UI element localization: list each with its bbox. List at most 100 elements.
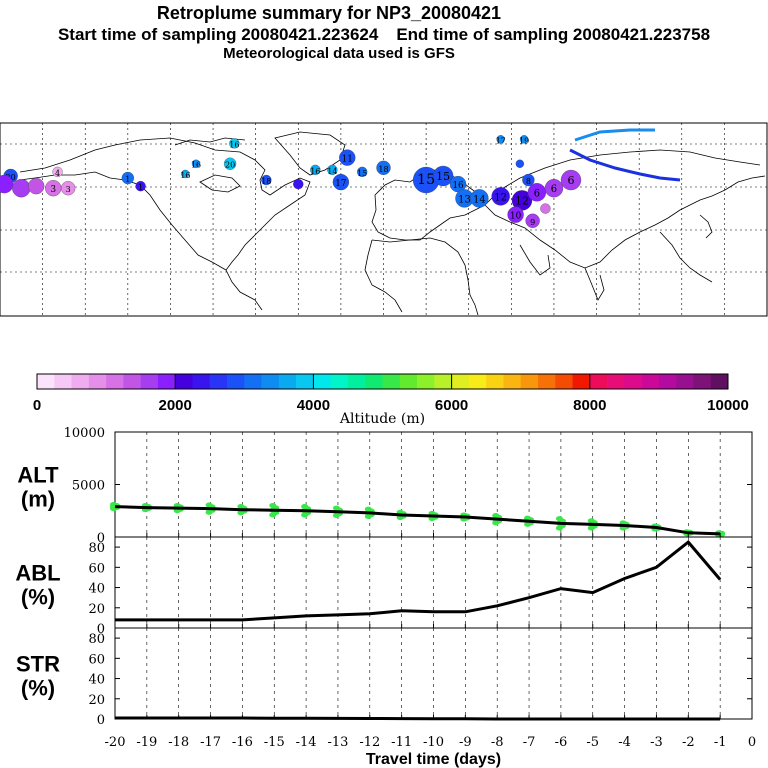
- x-tick-label: 0: [748, 735, 756, 750]
- plume-point-label: 15: [436, 170, 450, 183]
- plume-point-label: 14: [473, 194, 486, 205]
- hudson-bay: [199, 174, 241, 193]
- plume-point: [525, 213, 540, 228]
- plume-point: [540, 203, 551, 214]
- colorbar-swatch: [503, 374, 521, 389]
- plume-point-label: 14: [327, 167, 337, 176]
- plume-point: [496, 135, 505, 144]
- plume-point-label: 3: [50, 185, 56, 195]
- y-tick-label: 0: [97, 622, 105, 637]
- x-tick-label: -7: [523, 735, 536, 750]
- x-tick-label: -1: [714, 735, 727, 750]
- y-tick-label: 10000: [64, 426, 105, 441]
- panel-alt: 0 5000 10000 ALT(m): [17, 426, 753, 546]
- x-tick-label: -12: [359, 735, 380, 750]
- plume-point: [121, 171, 134, 185]
- altitude-scatter-point: [524, 515, 532, 521]
- end-time-label: End time of sampling 20080421.223758: [396, 25, 711, 44]
- plume-point: [293, 178, 304, 190]
- colorbar-swatch: [520, 374, 539, 389]
- colorbar-swatch: [693, 374, 712, 389]
- plume-point-label: 17: [496, 136, 506, 145]
- africa-coast: [371, 237, 479, 316]
- altitude-scatter-point: [332, 505, 340, 511]
- x-tick-label: -15: [264, 735, 285, 750]
- colorbar-swatch: [486, 374, 504, 389]
- y-tick-label: 60: [88, 652, 105, 667]
- page-title: Retroplume summary for NP3_20080421: [156, 3, 502, 23]
- x-tick-label: -11: [391, 735, 412, 750]
- colorbar-swatch: [157, 374, 176, 389]
- plume-point: [357, 166, 368, 178]
- plume-point: [12, 179, 31, 198]
- colorbar-swatch: [140, 374, 159, 389]
- india: [584, 267, 605, 301]
- x-tick-label: -16: [232, 735, 253, 750]
- plume-point-label: 4: [55, 169, 60, 178]
- colorbar-swatch: [624, 374, 642, 389]
- plume-point: [376, 160, 391, 175]
- panel-label: ALT: [17, 463, 59, 488]
- plume-point-label: 6: [534, 188, 540, 199]
- colorbar-tick-label: 2000: [159, 397, 192, 414]
- colorbar-swatch: [607, 374, 625, 389]
- series-line: [115, 540, 722, 622]
- y-tick-label: 5000: [72, 479, 105, 494]
- plume-point-label: 17: [335, 179, 346, 189]
- plume-point-label: 16: [191, 161, 201, 170]
- plume-point: [507, 206, 524, 223]
- colorbar-swatch: [175, 374, 193, 389]
- colorbar-swatch: [227, 374, 245, 389]
- japan: [699, 214, 713, 239]
- colorbar-swatch: [54, 374, 72, 389]
- colorbar-swatch: [382, 374, 401, 389]
- x-tick-label: -20: [105, 735, 126, 750]
- colorbar-swatch: [641, 374, 660, 389]
- plume-point-label: 6: [567, 174, 574, 187]
- plume-point: [28, 178, 45, 195]
- plume-point: [327, 164, 338, 176]
- plume-point-label: 16: [310, 167, 320, 176]
- plume-point-label: 13: [458, 194, 471, 205]
- colorbar-tick-label: 0: [33, 397, 41, 414]
- colorbar-swatch: [296, 374, 314, 389]
- colorbar-axis-label: Altitude (m): [339, 411, 425, 427]
- plume-point: [261, 174, 272, 186]
- x-tick-label: -10: [423, 735, 444, 750]
- plume-point-label: 10: [510, 212, 522, 222]
- plume-point: [310, 164, 321, 176]
- series-line: [115, 716, 721, 721]
- altitude-scatter-point: [555, 516, 563, 522]
- x-tick-label: -18: [168, 735, 189, 750]
- colorbar-swatch: [123, 374, 141, 389]
- southeast-asia: [659, 231, 713, 283]
- colorbar-swatch: [451, 374, 470, 389]
- panel-label: STR: [16, 652, 60, 677]
- arabia: [519, 244, 551, 276]
- plume-point-label: 15: [417, 172, 435, 188]
- x-tick-label: -14: [296, 735, 317, 750]
- colorbar-tick-label: 10000: [707, 397, 749, 414]
- colorbar-swatch: [244, 374, 262, 389]
- x-tick-label: -2: [682, 735, 695, 750]
- plume-point-label: 19: [519, 136, 529, 145]
- plume-point-label: 18: [261, 177, 271, 186]
- plume-point: [229, 138, 240, 149]
- y-tick-label: 20: [88, 693, 105, 708]
- trajectory-line-upper: [574, 128, 655, 142]
- colorbar-swatch: [71, 374, 90, 389]
- plume-point: [181, 169, 190, 179]
- series-line: [114, 505, 721, 536]
- plume-point: [433, 165, 454, 187]
- x-tick-label: -13: [327, 735, 348, 750]
- colorbar-swatch: [278, 374, 297, 389]
- plume-point-label: 6: [551, 184, 557, 195]
- y-tick-label: 40: [88, 673, 105, 688]
- x-tick-label: -6: [555, 735, 568, 750]
- plume-point-label: 16: [452, 181, 464, 191]
- x-axis-label: Travel time (days): [366, 751, 501, 768]
- colorbar-swatch: [399, 374, 418, 389]
